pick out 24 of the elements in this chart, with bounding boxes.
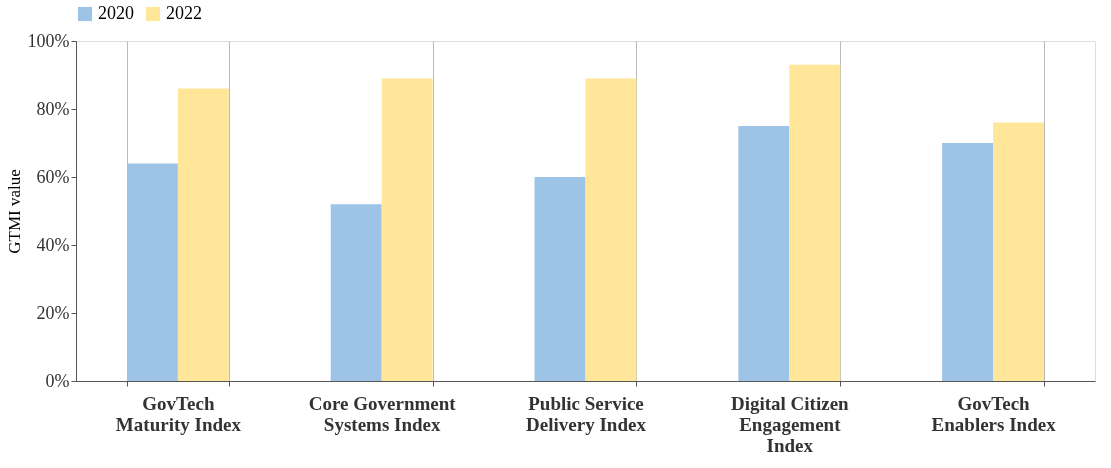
y-tick-label: 100% [27,30,70,51]
y-tick-label: 60% [36,166,70,187]
x-tick-label: GovTech Maturity Index [115,392,242,435]
x-tick-label: Public Service Delivery Index [526,392,647,435]
legend-label: 2020 [98,3,134,23]
bar [789,64,841,381]
y-tick-label: 40% [36,234,70,255]
bar [126,163,178,381]
bar [381,78,433,381]
legend-label: 2022 [166,3,202,23]
x-tick-label: GovTech Enablers Index [931,392,1057,435]
bar [993,122,1045,381]
y-tick-label: 20% [36,302,70,323]
bar [330,204,382,381]
x-tick-label: Digital Citizen Engagement Index [730,392,850,456]
bar [942,143,994,381]
bar [177,88,229,381]
y-axis-title: GTMI value [4,169,24,254]
x-tick-label: Core Government Systems Index [308,392,457,435]
bar [534,177,586,381]
bar [585,78,637,381]
y-tick-label: 80% [36,98,70,119]
bar [738,126,790,381]
y-tick-label: 0% [45,370,70,391]
